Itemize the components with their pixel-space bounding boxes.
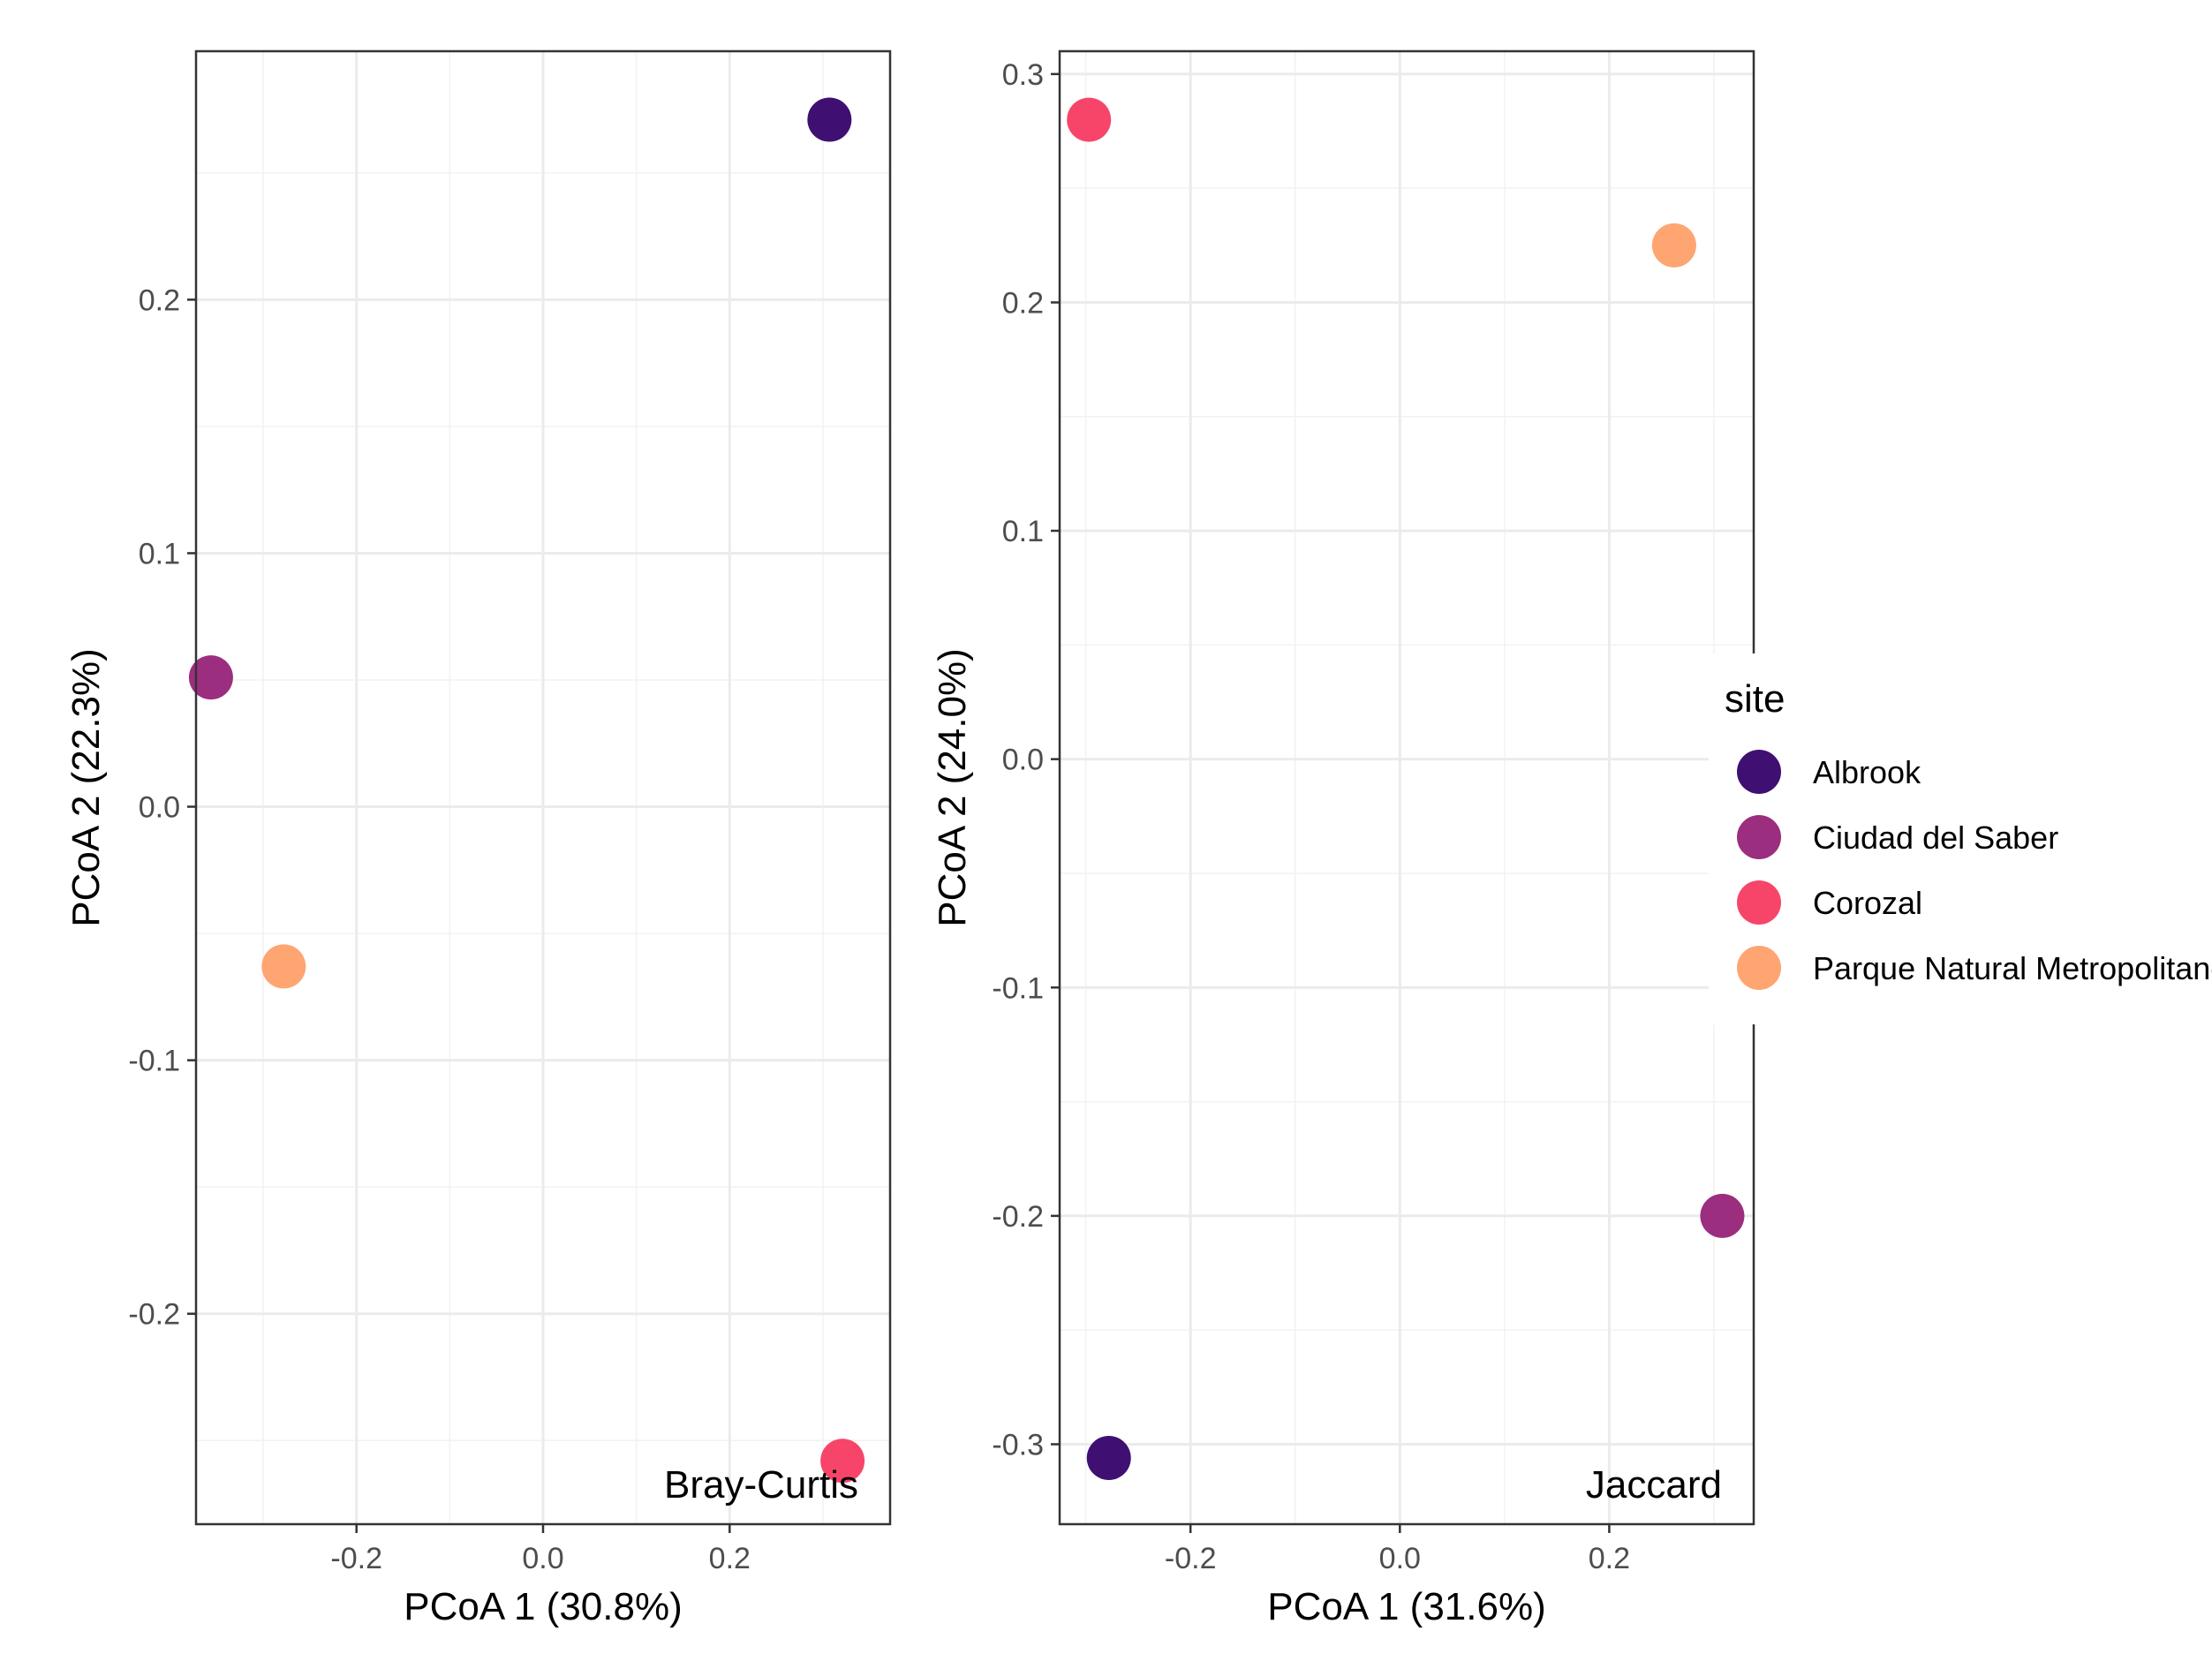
y-tick-label: 0.0	[1002, 744, 1044, 777]
x-tick-label: 0.0	[522, 1542, 563, 1575]
legend-key-parque-natural-metropolitano	[1737, 946, 1781, 990]
legend-label-parque-natural-metropolitano: Parque Natural Metropolitano	[1813, 950, 2212, 986]
point-albrook	[1086, 1436, 1131, 1481]
x-axis-ticks: -0.2 0.0 0.2	[330, 1524, 751, 1575]
major-gridlines	[196, 51, 890, 1524]
legend-label-albrook: Albrook	[1813, 754, 1921, 790]
legend-label-ciudad-del-saber: Ciudad del Saber	[1813, 819, 2058, 856]
x-tick-label: -0.2	[330, 1542, 382, 1575]
data-points	[1067, 97, 1745, 1481]
point-albrook	[807, 97, 852, 142]
y-axis-title: PCoA 2 (22.3%)	[64, 648, 108, 927]
x-tick-label: 0.0	[1379, 1542, 1421, 1575]
jaccard-panel: -0.3 -0.2 -0.1 0.0 0.1 0.2 0.3 -0.2 0.0 0.2 Jacc…	[931, 49, 1755, 1628]
y-tick-label: 0.2	[1002, 286, 1044, 320]
panel-annotation: Jaccard	[1586, 1463, 1722, 1507]
x-tick-label: 0.2	[1589, 1542, 1630, 1575]
point-corozal	[820, 1439, 865, 1484]
panel-background	[1060, 51, 1754, 1524]
legend-key-albrook	[1737, 750, 1781, 794]
point-parque-natural-metropolitano	[1651, 223, 1696, 268]
legend-title: site	[1725, 677, 1785, 721]
legend: site Albrook Ciudad del Saber Corozal Parqu…	[1709, 653, 2212, 1024]
data-points	[188, 97, 865, 1484]
legend-background	[1709, 653, 2212, 1024]
legend-items: Albrook Ciudad del Saber Corozal Parque Nat…	[1737, 750, 2212, 990]
y-tick-label: -0.1	[992, 971, 1044, 1005]
x-tick-label: 0.2	[709, 1542, 751, 1575]
y-axis-ticks: -0.3 -0.2 -0.1 0.0 0.1 0.2 0.3	[992, 58, 1060, 1461]
x-axis-ticks: -0.2 0.0 0.2	[1165, 1524, 1630, 1575]
point-ciudad-del-saber	[188, 655, 233, 700]
point-corozal	[1067, 97, 1112, 142]
point-parque-natural-metropolitano	[261, 944, 306, 989]
y-tick-label: 0.2	[139, 283, 180, 317]
legend-key-corozal	[1737, 880, 1781, 925]
y-tick-label: 0.1	[1002, 515, 1044, 548]
legend-key-ciudad-del-saber	[1737, 815, 1781, 859]
y-axis-title: PCoA 2 (24.0%)	[931, 648, 974, 927]
y-tick-label: -0.3	[992, 1428, 1044, 1461]
bray-curtis-panel: -0.2 -0.1 0.0 0.1 0.2 -0.2 0.0 0.2 Bray-Curtis…	[64, 49, 892, 1628]
y-tick-label: 0.3	[1002, 58, 1044, 92]
y-tick-label: -0.2	[992, 1200, 1044, 1234]
x-tick-label: -0.2	[1165, 1542, 1217, 1575]
panel-annotation: Bray-Curtis	[664, 1463, 858, 1507]
point-ciudad-del-saber	[1700, 1193, 1745, 1238]
minor-gridlines	[1060, 51, 1754, 1524]
x-axis-title: PCoA 1 (30.8%)	[404, 1585, 683, 1628]
x-axis-title: PCoA 1 (31.6%)	[1267, 1585, 1546, 1628]
y-tick-label: -0.2	[128, 1298, 180, 1332]
y-axis-ticks: -0.2 -0.1 0.0 0.1 0.2	[128, 283, 196, 1332]
y-tick-label: 0.1	[139, 537, 180, 570]
major-gridlines	[1060, 51, 1754, 1524]
y-tick-label: 0.0	[139, 791, 180, 825]
legend-label-corozal: Corozal	[1813, 885, 1922, 921]
y-tick-label: -0.1	[128, 1045, 180, 1078]
